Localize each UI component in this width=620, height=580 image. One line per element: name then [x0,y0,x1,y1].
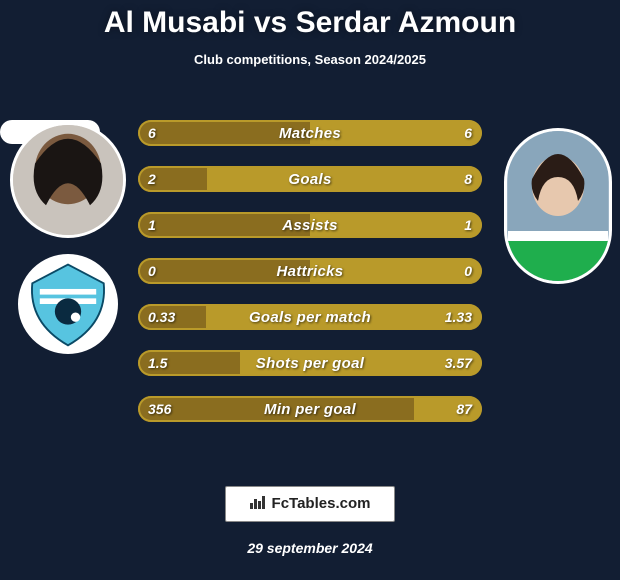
stat-label: Hattricks [138,258,482,284]
stat-label: Shots per goal [138,350,482,376]
date-label: 29 september 2024 [0,540,620,556]
player2-name: Serdar Azmoun [296,6,517,39]
stat-row: 11Assists [138,212,482,238]
stat-row: 0.331.33Goals per match [138,304,482,330]
footer: FcTables.com [0,486,620,522]
club-crest-icon [21,257,115,351]
stat-label: Matches [138,120,482,146]
stats-bars: 66Matches 28Goals 11Assists 00Hattricks 0.33… [138,120,482,442]
player1-club-crest [18,254,118,354]
source-logo: FcTables.com [225,486,396,522]
logo-text: FcTables.com [272,495,371,512]
stat-row: 1.53.57Shots per goal [138,350,482,376]
stat-row: 35687Min per goal [138,396,482,422]
page-title: Al Musabi vs Serdar Azmoun [0,0,620,40]
stat-row: 28Goals [138,166,482,192]
title-vs: vs [246,6,296,39]
stat-label: Goals [138,166,482,192]
stat-label: Assists [138,212,482,238]
player2-photo [504,128,612,284]
player2-club-crest [0,120,100,144]
stat-row: 00Hattricks [138,258,482,284]
bar-chart-icon [250,495,266,513]
player2-avatar-icon [507,131,609,281]
comparison-card: Al Musabi vs Serdar Azmoun Club competit… [0,0,620,580]
stat-label: Min per goal [138,396,482,422]
stat-row: 66Matches [138,120,482,146]
player1-photo [10,122,126,238]
player1-name: Al Musabi [104,6,246,39]
subtitle: Club competitions, Season 2024/2025 [0,52,620,67]
player1-avatar-icon [13,125,123,235]
stat-label: Goals per match [138,304,482,330]
